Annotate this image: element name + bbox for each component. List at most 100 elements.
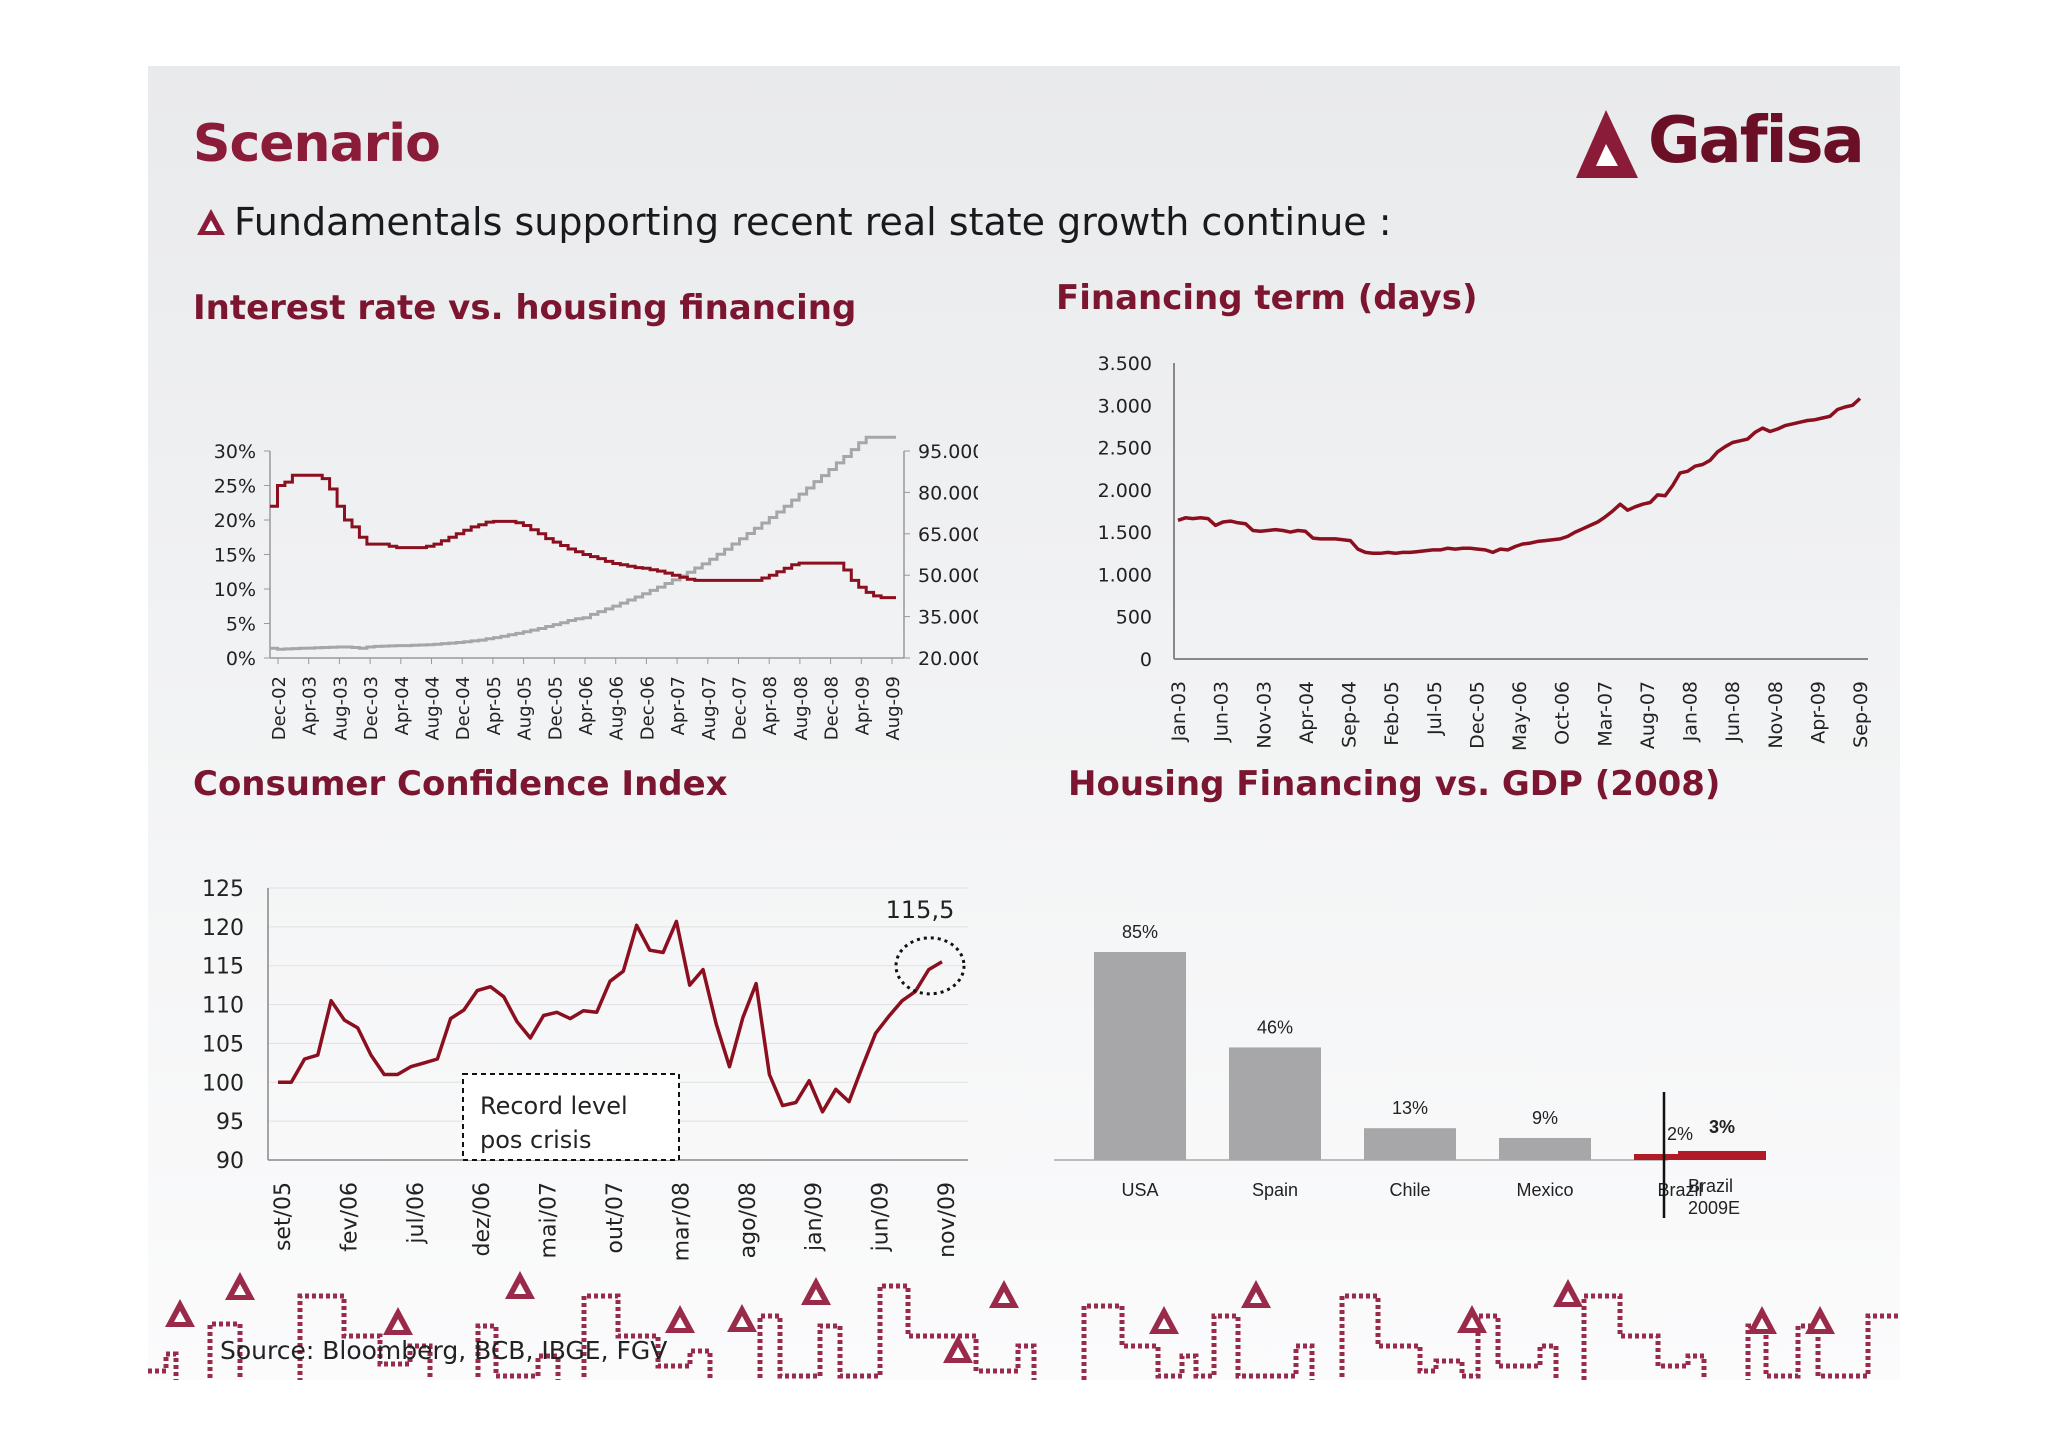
x-tick-label: Nov-03: [1253, 681, 1275, 749]
bar-value-label: 46%: [1257, 1017, 1293, 1037]
bar-value-label: 13%: [1392, 1098, 1428, 1118]
y-tick-label: 115: [202, 955, 244, 980]
financing-term-chart: 0 500 1.000 1.500 2.000 2.500 3.000 3.500 Jan-03…: [1098, 353, 1872, 751]
subtitle-row: Fundamentals supporting recent real stat…: [196, 200, 1392, 244]
section-title-confidence: Consumer Confidence Index: [193, 764, 728, 804]
skyline-triangle-inner: [1158, 1318, 1170, 1329]
series-real-estate-credit: [270, 435, 896, 651]
x-tick-label: fev/06: [337, 1182, 362, 1252]
skyline-triangle-inner: [1466, 1317, 1478, 1328]
x-tick-label: Aug-07: [699, 676, 720, 741]
source-note: Source: Bloomberg, BCB, IBGE, FGV: [220, 1336, 668, 1365]
category-label-highlight-line1: Brazil: [1688, 1176, 1733, 1196]
y-tick-label: 1.000: [1098, 564, 1152, 586]
y-tick-label: 25%: [214, 476, 256, 498]
x-tick-label: Oct-06: [1552, 681, 1574, 745]
skyline-triangle-inner: [998, 1292, 1010, 1303]
x-tick-label: Apr-07: [668, 676, 689, 735]
series-financing-term: [1177, 397, 1862, 556]
skyline-triangle-inner: [514, 1283, 526, 1294]
x-tick-label: Apr-06: [576, 676, 597, 735]
x-tick-label: May-06: [1509, 681, 1531, 751]
series-consumer-confidence: [278, 919, 943, 1114]
x-tick-label: jul/06: [404, 1182, 429, 1245]
y-tick-label: 5%: [226, 614, 256, 636]
skyline-outline: [148, 1283, 1900, 1380]
annotation-line2: pos crisis: [480, 1126, 591, 1154]
skyline-triangle-inner: [174, 1311, 186, 1322]
gafisa-logo: [1576, 110, 1638, 178]
section-title-gdp: Housing Financing vs. GDP (2008): [1068, 764, 1721, 804]
x-tick-label: nov/09: [935, 1182, 960, 1258]
y-tick-label: 2.000: [1098, 480, 1152, 502]
x-tick-label: Dec-08: [822, 676, 843, 740]
y-tick-label: 110: [202, 994, 244, 1019]
page-title: Scenario: [193, 114, 441, 174]
interest-chart: 0% 5% 10% 15% 20% 25% 30% 20.000 35.000 50.000 65.…: [214, 435, 978, 741]
y-tick-label-right: 35.000: [918, 607, 978, 629]
x-tick-label: mai/07: [537, 1182, 562, 1258]
x-tick-label: Jul-05: [1424, 681, 1446, 736]
y-tick-label: 30%: [214, 441, 256, 463]
subtitle: Fundamentals supporting recent real stat…: [234, 200, 1392, 244]
section-title-term: Financing term (days): [1056, 278, 1478, 318]
x-tick-label: Dec-05: [1466, 681, 1488, 749]
x-tick-label: ago/08: [736, 1182, 761, 1258]
x-tick-label: Jan-03: [1168, 681, 1190, 742]
bar-spain: [1229, 1047, 1321, 1160]
y-tick-label: 3.000: [1098, 395, 1152, 417]
category-label: Chile: [1389, 1180, 1430, 1200]
x-tick-label: Jun-08: [1722, 681, 1744, 743]
skyline-triangle-inner: [736, 1316, 748, 1327]
housing-gdp-chart: 85% USA 46% Spain 13% Chile 9% Mexico 2% Brazil 3%…: [1054, 922, 1766, 1218]
bar-chile: [1364, 1128, 1456, 1160]
y-tick-label: 90: [216, 1149, 244, 1174]
x-tick-label: Dec-05: [545, 676, 566, 740]
logo-text: Gafisa: [1648, 104, 1865, 178]
y-tick-label: 100: [202, 1071, 244, 1096]
category-label: Mexico: [1516, 1180, 1573, 1200]
x-tick-label: jan/09: [802, 1182, 827, 1252]
skyline-triangle-inner: [1814, 1318, 1826, 1329]
x-tick-label: Aug-03: [330, 676, 351, 741]
x-tick-label: Dec-06: [637, 676, 658, 740]
bar-value-label: 9%: [1532, 1108, 1558, 1128]
y-tick-label: 0: [1140, 649, 1152, 671]
x-tick-label: Feb-05: [1381, 681, 1403, 746]
x-tick-label: Sep-09: [1850, 681, 1872, 748]
bar-value-label-highlight: 3%: [1709, 1117, 1735, 1137]
y-tick-label: 105: [202, 1032, 244, 1057]
y-tick-label: 20%: [214, 510, 256, 532]
x-tick-label: set/05: [271, 1182, 296, 1251]
x-tick-label: Nov-08: [1765, 681, 1787, 749]
x-tick-label: Dec-02: [269, 676, 290, 740]
y-tick-label-right: 95.000: [918, 441, 978, 463]
x-tick-label: Apr-09: [1807, 681, 1829, 744]
consumer-confidence-chart: 90 95 100 105 110 115 120 125 set/05 fev/06 jul/06…: [202, 877, 968, 1261]
category-label: Brazil: [1657, 1180, 1702, 1200]
skyline-triangle-inner: [1562, 1291, 1574, 1302]
skyline-triangle-inner: [952, 1347, 964, 1358]
x-tick-label: Dec-07: [730, 676, 751, 740]
category-label: Spain: [1252, 1180, 1298, 1200]
x-tick-label: Mar-07: [1594, 681, 1616, 747]
x-tick-label: mar/08: [669, 1182, 694, 1261]
last-value-label: 115,5: [886, 896, 955, 924]
skyline-triangle-inner: [674, 1317, 686, 1328]
category-label-highlight-line2: 2009E: [1688, 1198, 1740, 1218]
bar-value-label: 85%: [1122, 922, 1158, 942]
skyline-decoration: [148, 1271, 1900, 1380]
x-tick-label: Dec-03: [361, 676, 382, 740]
y-tick-label: 0%: [226, 648, 256, 670]
category-label: USA: [1121, 1180, 1158, 1200]
annotation-box: [462, 1073, 680, 1161]
x-tick-label: Aug-09: [883, 676, 904, 741]
logo-triangle-icon: [1576, 110, 1638, 178]
x-tick-label: Sep-04: [1339, 681, 1361, 748]
y-tick-label: 125: [202, 877, 244, 902]
x-tick-label: jun/09: [869, 1182, 894, 1252]
bar-brazil-2009e: [1678, 1151, 1766, 1160]
y-tick-label-right: 80.000: [918, 482, 978, 504]
annotation-line1: Record level: [480, 1092, 628, 1120]
slide: Scenario Gafisa Fundamentals supporting …: [148, 66, 1900, 1380]
